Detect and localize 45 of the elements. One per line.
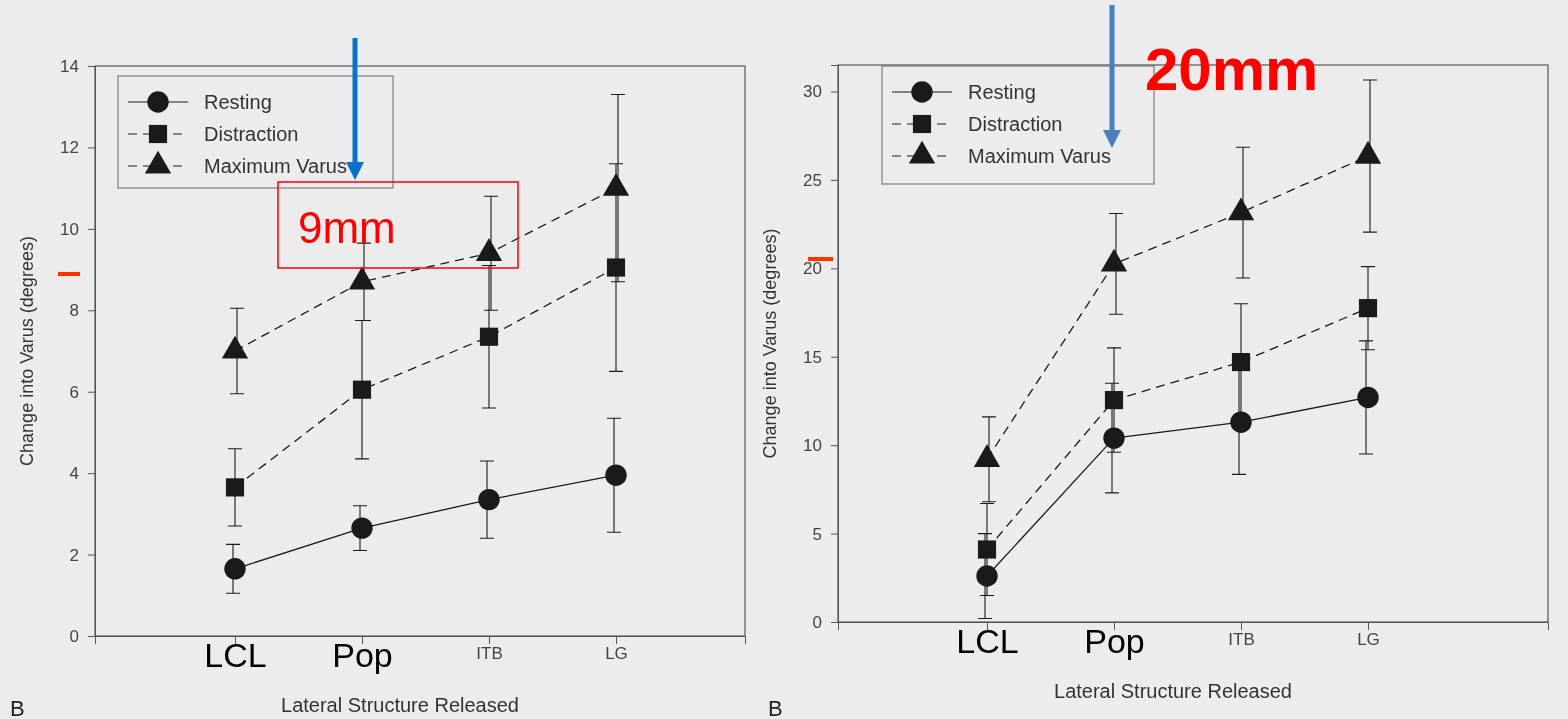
point: [1100, 248, 1128, 272]
y-tick-label: 5: [812, 524, 822, 544]
legend-label: Maximum Varus: [968, 145, 1111, 167]
x-tick-label: ITB: [1228, 630, 1255, 649]
x-tick-label: LCL: [956, 622, 1019, 660]
y-tick-label: 30: [803, 82, 822, 102]
y-tick-label: 0: [69, 626, 79, 646]
y-tick-label: 20: [803, 259, 822, 279]
point: [1227, 197, 1255, 221]
x-tick-label: LG: [605, 644, 628, 663]
y-tick-label: 4: [69, 464, 79, 484]
annotation: 9mm: [298, 203, 396, 252]
x-axis-title: Lateral Structure Released: [281, 694, 519, 716]
y-tick-label: 10: [60, 219, 79, 239]
text: B: [10, 696, 25, 719]
point: [1357, 386, 1379, 409]
y-tick-label: 10: [803, 436, 822, 456]
y-tick-label: 8: [69, 301, 79, 321]
y-tick-label: 6: [69, 382, 79, 402]
legend-label: Maximum Varus: [204, 155, 347, 177]
y-tick-label: 0: [812, 612, 822, 632]
point: [1354, 140, 1382, 164]
y-tick-label: 25: [803, 170, 822, 190]
y-tick-label: 15: [803, 347, 822, 367]
point: [1231, 352, 1251, 372]
y-axis-title: Change into Varus (degrees): [760, 228, 780, 459]
y-tick-label: 12: [60, 138, 79, 158]
legend-label: Resting: [204, 91, 272, 113]
x-axis-title: Lateral Structure Released: [1054, 680, 1292, 702]
annotation: 20mm: [1145, 36, 1319, 103]
point: [977, 540, 997, 559]
x-tick-label: Pop: [332, 636, 393, 674]
point: [1230, 411, 1252, 433]
x-tick-label: LG: [1357, 630, 1380, 649]
y-tick-label: 2: [69, 545, 79, 565]
x-tick-label: LCL: [204, 636, 267, 674]
text: B: [768, 696, 783, 719]
point: [1104, 391, 1124, 410]
legend-label: Distraction: [204, 123, 299, 145]
y-axis-title: Change into Varus (degrees): [17, 236, 37, 466]
x-tick-label: Pop: [1084, 622, 1145, 660]
y-tick-label: 14: [60, 56, 79, 76]
x-tick-label: ITB: [476, 644, 503, 663]
legend-label: Resting: [968, 81, 1036, 103]
legend-label: Distraction: [968, 113, 1063, 135]
